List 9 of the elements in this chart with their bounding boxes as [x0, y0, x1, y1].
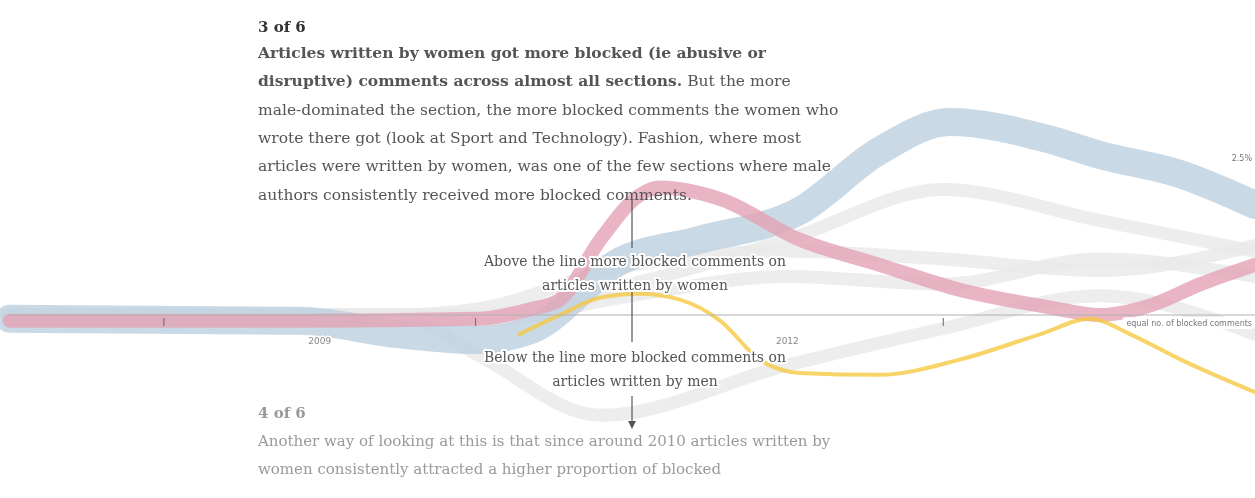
- annotation: 2.5%: [1231, 154, 1253, 163]
- x-tick-label: 2012: [775, 336, 799, 346]
- text: Articles written by women got more blocked (ie abusive or disruptive) comments across almost all sections. But the more male-dominated the section, the more blocked comments the women who wrote there got (look at Sport and Technology). Fashion, where most articles were written by women, was one of the few sections where male authors consistently received more blocked comments.: [258, 43, 839, 204]
- text: Above the line more blocked comments on articles written by women: [483, 253, 787, 293]
- annotation: equal no. of blocked comments: [1126, 319, 1252, 328]
- chart-title: 3 of 6: [258, 18, 306, 36]
- annotation: 4 of 6: [258, 404, 306, 422]
- x-tick-label: 2009: [308, 336, 332, 346]
- text: Another way of looking at this is that since around 2010 articles written by women consistently attracted a higher proportion of blocked: [258, 432, 831, 478]
